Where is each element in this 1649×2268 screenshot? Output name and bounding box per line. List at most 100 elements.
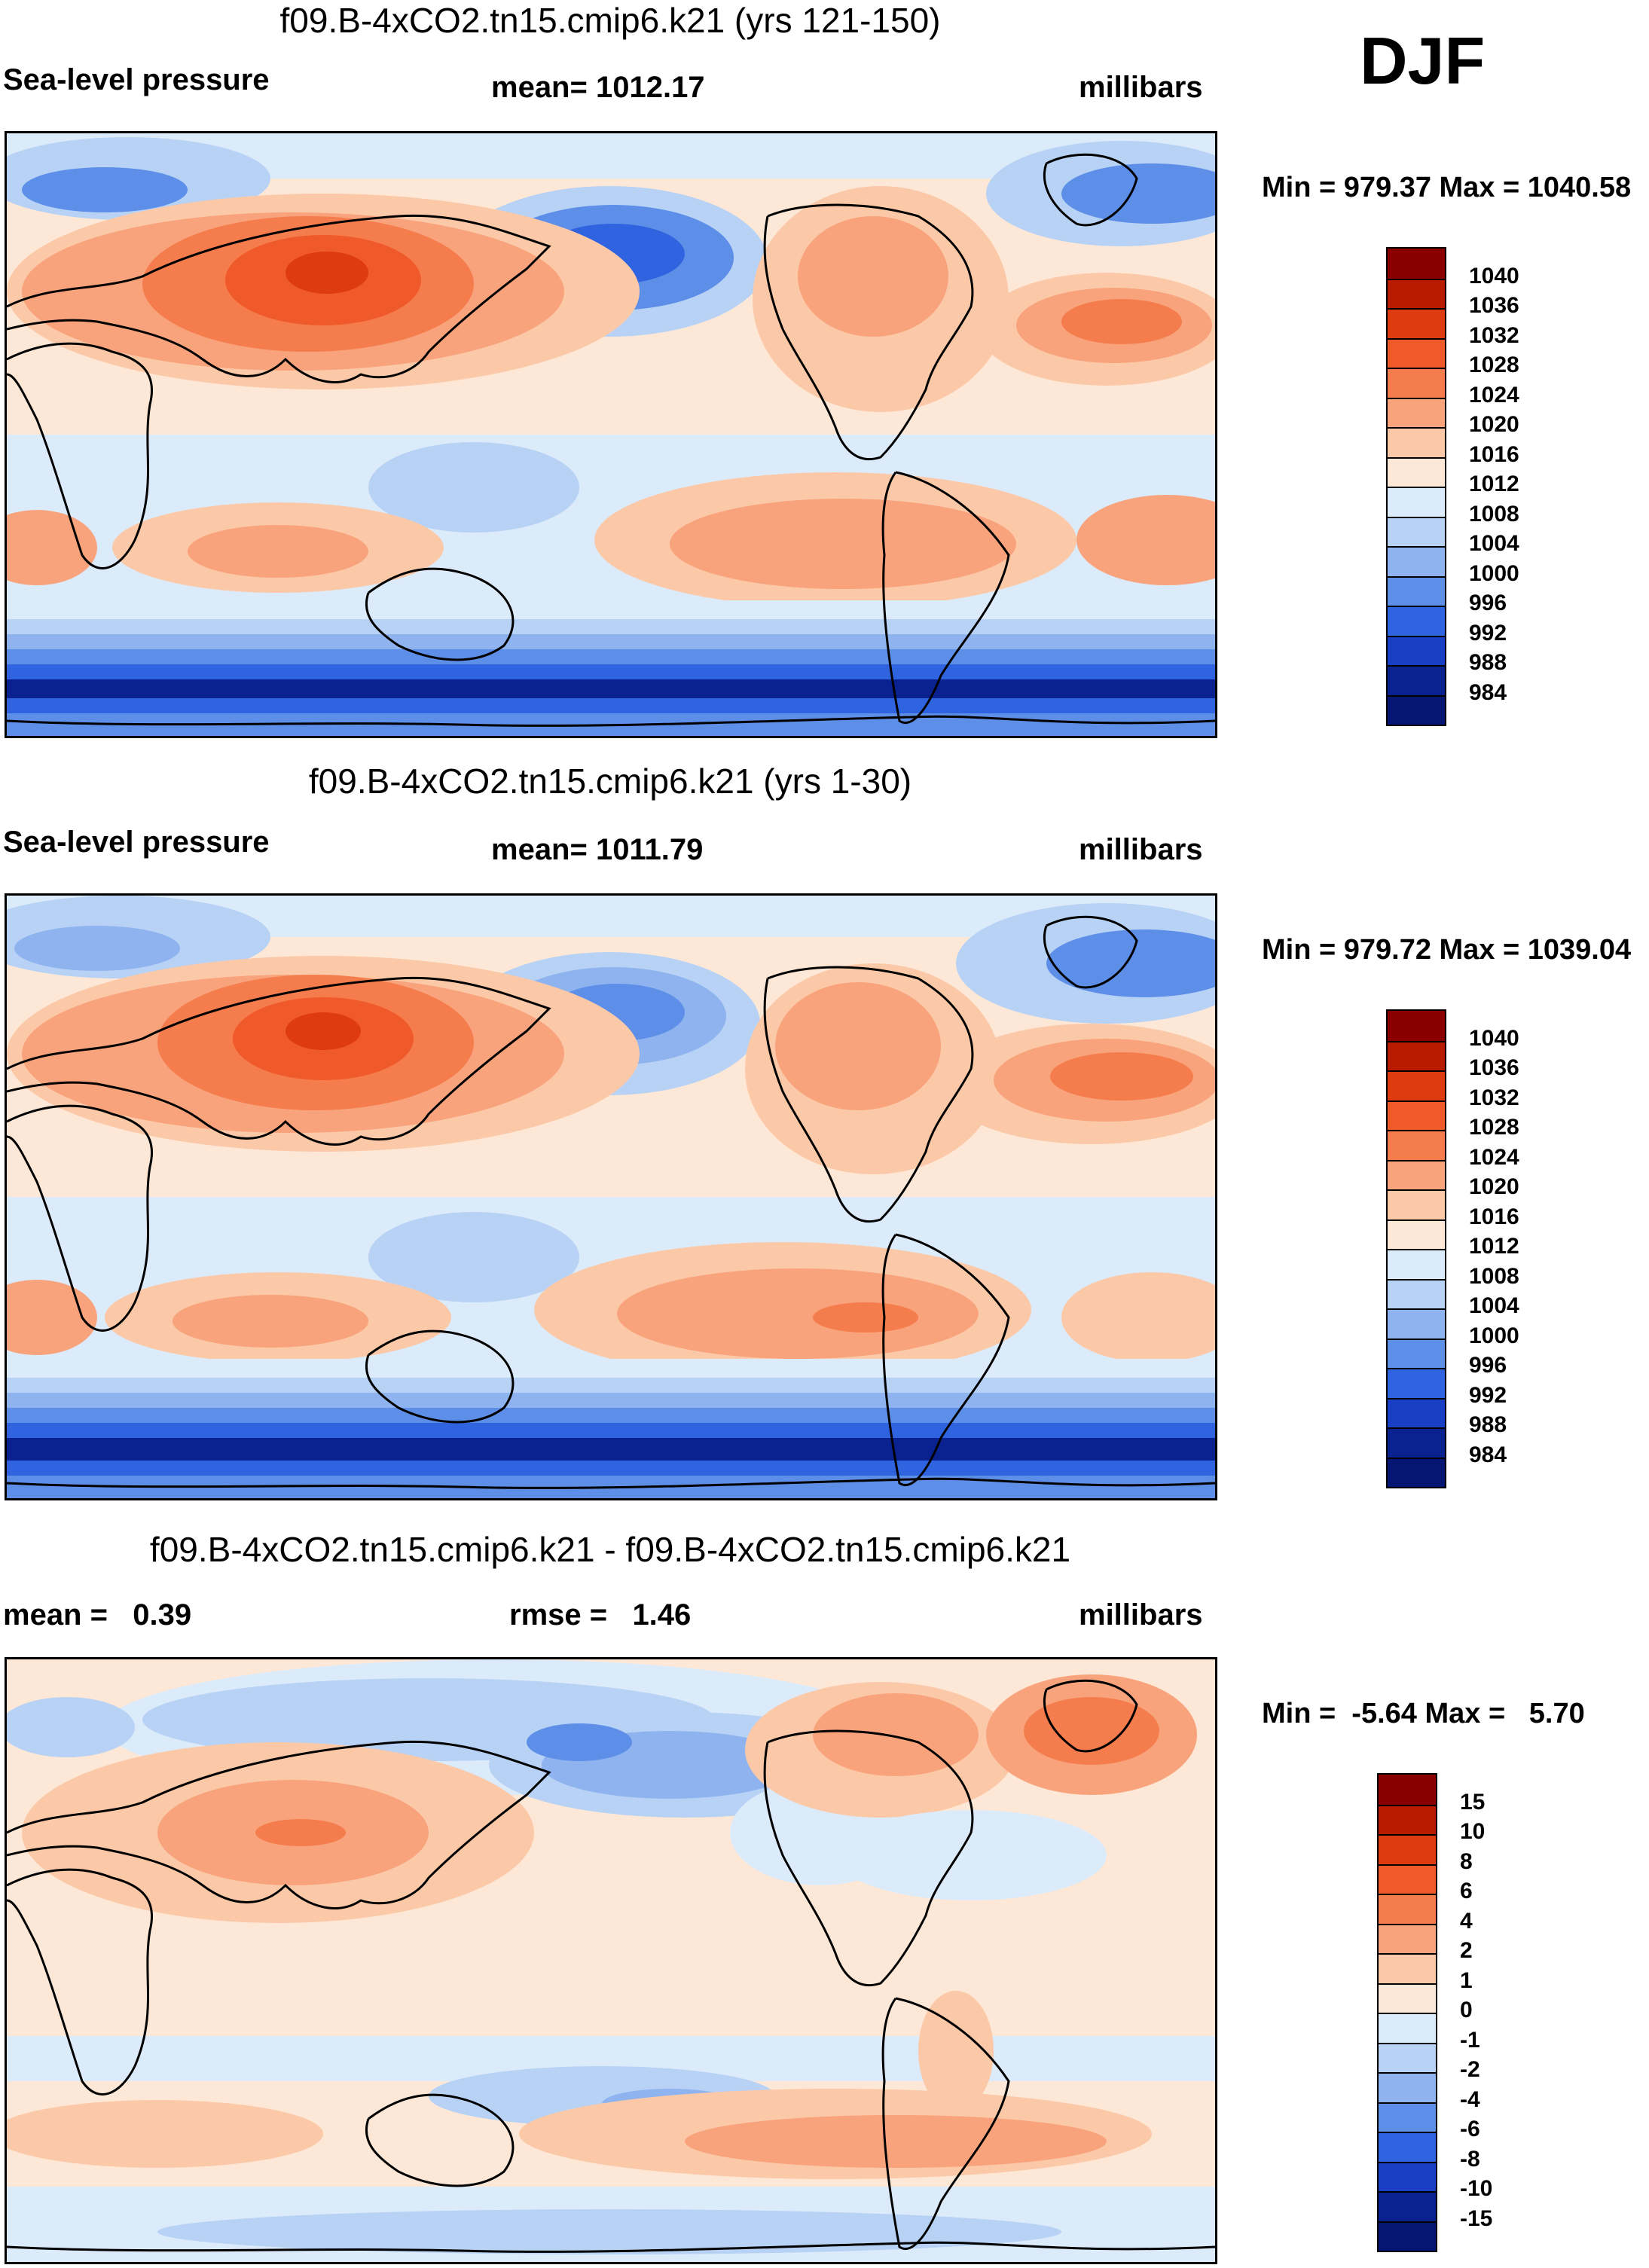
colorbar-tick-label: 0 [1460, 1998, 1473, 2022]
colorbar-box [1388, 487, 1445, 517]
colorbar-tick-label: 1032 [1469, 1085, 1519, 1110]
colorbar-tick-label: 1028 [1469, 1115, 1519, 1140]
colorbar-tick-label: 6 [1460, 1879, 1473, 1903]
panel-2-colorbar [1386, 1009, 1446, 1488]
colorbar-tick-label: 1040 [1469, 263, 1519, 288]
colorbar-box [1379, 2221, 1436, 2251]
colorbar-box [1388, 1130, 1445, 1160]
colorbar-tick-label: -2 [1460, 2057, 1480, 2082]
panel-1-right-label: millibars [1079, 71, 1203, 104]
panel-3-minmax: Min = -5.64 Max = 5.70 [1262, 1698, 1585, 1729]
colorbar-tick-label: 988 [1469, 650, 1507, 675]
colorbar-tick-label: 1020 [1469, 412, 1519, 437]
colorbar-box [1388, 1189, 1445, 1219]
colorbar-box [1388, 635, 1445, 665]
colorbar-tick-label: 1008 [1469, 1263, 1519, 1289]
colorbar-box [1388, 546, 1445, 576]
colorbar-tick-label: 984 [1469, 1442, 1507, 1467]
colorbar-tick-label: -15 [1460, 2205, 1493, 2231]
colorbar-tick-label: 1036 [1469, 1055, 1519, 1080]
colorbar-box [1388, 1338, 1445, 1368]
colorbar-tick-label: -4 [1460, 2086, 1480, 2112]
colorbar-box [1379, 1983, 1436, 2013]
colorbar-box [1388, 1308, 1445, 1339]
colorbar-tick-label: 4 [1460, 1908, 1473, 1934]
colorbar-box [1379, 2072, 1436, 2102]
colorbar-box [1388, 1278, 1445, 1308]
colorbar-tick-label: 1032 [1469, 322, 1519, 348]
panel-3-center-label: rmse = 1.46 [509, 1598, 692, 1632]
colorbar-box [1388, 249, 1445, 279]
colorbar-tick-label: 1012 [1469, 472, 1519, 496]
colorbar-box [1379, 1775, 1436, 1805]
colorbar-box [1388, 308, 1445, 338]
panel-1-map-field [7, 133, 1215, 736]
colorbar-box [1388, 278, 1445, 308]
panel-2-center-label: mean= 1011.79 [491, 833, 704, 866]
colorbar-tick-label: 992 [1469, 1382, 1507, 1408]
panel-3-colorbar [1377, 1773, 1437, 2252]
colorbar-box [1388, 368, 1445, 398]
colorbar-box [1379, 1804, 1436, 1834]
colorbar-box [1379, 1923, 1436, 1953]
panel-3-title: f09.B-4xCO2.tn15.cmip6.k21 - f09.B-4xCO2… [149, 1530, 1071, 1569]
panel-3-right-label: millibars [1079, 1598, 1203, 1632]
colorbar-box [1379, 2161, 1436, 2191]
colorbar-tick-label: 1040 [1469, 1025, 1519, 1051]
panel-3-coastlines [7, 1679, 1215, 2253]
colorbar-box [1388, 1368, 1445, 1398]
colorbar-tick-label: 1012 [1469, 1234, 1519, 1259]
colorbar-box [1388, 427, 1445, 457]
panel-1-coastlines [7, 153, 1215, 727]
panel-1-center-label: mean= 1012.17 [491, 71, 705, 104]
panel-1-title: f09.B-4xCO2.tn15.cmip6.k21 (yrs 121-150) [279, 1, 941, 40]
season-label: DJF [1360, 23, 1486, 98]
panel-2-coastlines [7, 915, 1215, 1489]
colorbar-box [1379, 1834, 1436, 1864]
colorbar-tick-label: 1000 [1469, 560, 1519, 586]
colorbar-box [1379, 1953, 1436, 1983]
panel-2-title: f09.B-4xCO2.tn15.cmip6.k21 (yrs 1-30) [308, 762, 912, 801]
colorbar-box [1388, 1011, 1445, 1041]
colorbar-box [1388, 1397, 1445, 1427]
panel-1-map [5, 131, 1217, 738]
colorbar-tick-label: 1004 [1469, 1293, 1519, 1318]
colorbar-box [1388, 456, 1445, 487]
colorbar-tick-label: -1 [1460, 2027, 1480, 2053]
colorbar-box [1379, 2013, 1436, 2043]
colorbar-tick-label: 996 [1469, 591, 1507, 615]
colorbar-tick-label: 1008 [1469, 501, 1519, 527]
colorbar-box [1379, 1864, 1436, 1894]
colorbar-box [1388, 606, 1445, 636]
colorbar-tick-label: 10 [1460, 1819, 1486, 1844]
colorbar-box [1379, 2102, 1436, 2132]
colorbar-tick-label: 1020 [1469, 1174, 1519, 1199]
colorbar-box [1388, 1100, 1445, 1130]
panel-1-left-label: Sea-level pressure [3, 63, 270, 96]
panel-2-left-label: Sea-level pressure [3, 826, 270, 859]
panel-1-colorbar [1386, 247, 1446, 726]
colorbar-box [1379, 2042, 1436, 2072]
panel-2-map-field [7, 896, 1215, 1498]
colorbar-box [1379, 2132, 1436, 2162]
panel-1-minmax: Min = 979.37 Max = 1040.58 [1262, 172, 1632, 203]
colorbar-box [1379, 2191, 1436, 2221]
colorbar-box [1388, 337, 1445, 368]
colorbar-box [1388, 1457, 1445, 1487]
colorbar-box [1388, 665, 1445, 695]
colorbar-tick-label: 15 [1460, 1789, 1486, 1815]
colorbar-tick-label: 1 [1460, 1967, 1473, 1993]
colorbar-tick-label: 1004 [1469, 531, 1519, 556]
colorbar-tick-label: 988 [1469, 1412, 1507, 1437]
panel-3-map-field [7, 1659, 1215, 2262]
colorbar-tick-label: 1024 [1469, 1144, 1519, 1170]
colorbar-box [1379, 1894, 1436, 1924]
colorbar-tick-label: 1036 [1469, 293, 1519, 318]
colorbar-box [1388, 1219, 1445, 1249]
panel-2-right-label: millibars [1079, 833, 1203, 866]
colorbar-tick-label: 992 [1469, 620, 1507, 646]
colorbar-tick-label: 1000 [1469, 1323, 1519, 1348]
colorbar-tick-label: 1028 [1469, 353, 1519, 377]
colorbar-box [1388, 1427, 1445, 1458]
colorbar-box [1388, 1040, 1445, 1070]
